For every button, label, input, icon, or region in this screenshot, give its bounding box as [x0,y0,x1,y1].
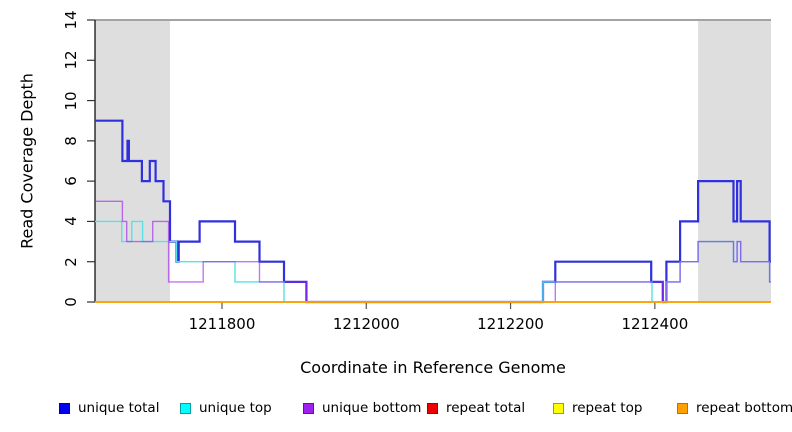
right-gray-band [698,20,771,302]
legend-item-repeat-total: repeat total [427,399,525,417]
legend-label: unique bottom [322,400,422,416]
x-tick-label: 1212400 [621,315,689,333]
legend-swatch-icon [427,402,438,414]
y-tick-label: 10 [62,91,80,111]
legend-item-repeat-top: repeat top [553,399,642,417]
x-tick-label: 1212200 [477,315,544,333]
y-tick-label: 2 [62,256,80,267]
legend-swatch-icon [553,402,564,414]
legend-label: unique top [199,400,272,416]
x-tick-label: 1211800 [188,315,256,333]
legend-label: unique total [78,400,160,416]
x-axis-title: Coordinate in Reference Genome [300,358,566,377]
series-line-unique-bottom [95,200,771,303]
legend-item-unique-top: unique top [180,399,272,417]
legend-item-unique-bottom: unique bottom [303,399,421,417]
series-line-unique-total [95,119,771,304]
legend-item-unique-total: unique total [59,399,159,417]
legend-label: repeat bottom [696,400,792,416]
y-tick-label: 4 [62,216,80,227]
x-tick-label: 1212000 [332,315,400,333]
legend-swatch-icon [303,402,314,414]
legend-label: repeat top [572,400,643,416]
y-tick-label: 8 [62,136,80,146]
y-tick-label: 0 [62,297,80,307]
y-tick-label: 12 [62,50,80,70]
legend-label: repeat total [446,400,526,416]
y-axis-title: Read Coverage Depth [17,73,37,249]
legend-swatch-icon [677,402,688,414]
y-tick-label: 6 [62,176,80,186]
legend-swatch-icon [59,402,70,414]
legend-item-repeat-bottom: repeat bottom [677,399,792,417]
legend: unique total unique top unique bottom repea… [0,399,792,419]
legend-swatch-icon [180,402,191,414]
y-tick-label: 14 [62,10,80,30]
